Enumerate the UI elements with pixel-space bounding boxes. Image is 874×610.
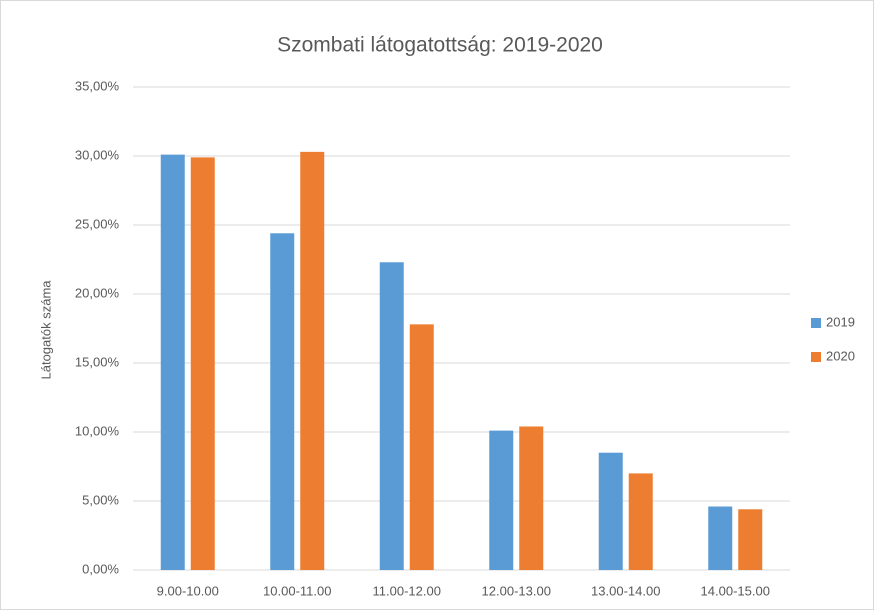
y-tick-label: 15,00%: [75, 354, 120, 369]
legend-label: 2019: [826, 314, 855, 329]
bar: [598, 452, 623, 570]
bar: [628, 473, 653, 570]
y-tick-label: 0,00%: [82, 561, 119, 576]
y-tick-label: 35,00%: [75, 78, 120, 93]
y-tick-label: 25,00%: [75, 216, 120, 231]
x-tick-label: 13.00-14.00: [591, 583, 660, 598]
x-tick-label: 11.00-12.00: [373, 583, 441, 598]
y-tick-label: 30,00%: [75, 147, 120, 162]
y-tick-label: 5,00%: [82, 492, 119, 507]
y-tick-label: 10,00%: [75, 423, 120, 438]
bar: [190, 157, 215, 570]
bar: [379, 262, 404, 570]
bar: [708, 506, 733, 570]
legend-swatch: [811, 318, 821, 328]
bar: [160, 154, 185, 570]
bar: [738, 509, 763, 570]
bar: [519, 426, 544, 570]
y-tick-label: 20,00%: [75, 285, 120, 300]
chart-title: Szombati látogatottság: 2019-2020: [277, 34, 603, 57]
bar: [270, 233, 295, 570]
y-axis-label: Látogatók száma: [38, 280, 53, 380]
legend-label: 2020: [826, 348, 855, 363]
legend-swatch: [811, 352, 821, 362]
bar: [489, 430, 514, 570]
bar: [409, 324, 434, 570]
x-tick-label: 9.00-10.00: [157, 583, 219, 598]
x-tick-label: 12.00-13.00: [482, 583, 551, 598]
bar: [300, 151, 325, 571]
x-tick-label: 14.00-15.00: [701, 583, 770, 598]
x-tick-label: 10.00-11.00: [263, 583, 331, 598]
